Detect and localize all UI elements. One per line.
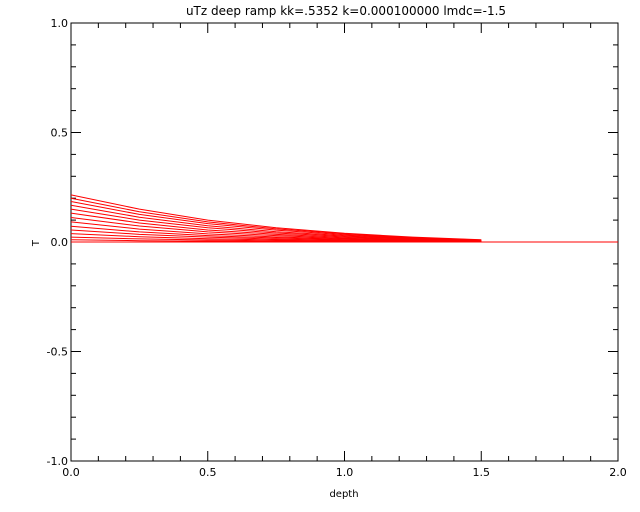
ticks-layer [70,22,619,462]
ticklabel-layer: 0.0 0.5 1.0 1.5 2.0 -1.0 -0.5 0.0 0.5 1.0 [47,17,627,479]
y-tick-label: -0.5 [47,346,68,359]
x-tick-label: 2.0 [609,466,627,479]
x-tick-label: 1.0 [336,466,354,479]
x-tick-label: 0.0 [62,466,80,479]
series-layer [70,194,618,243]
y-axis-label: T [31,239,42,247]
x-tick-label: 1.5 [473,466,491,479]
chart-title: uTz deep ramp kk=.5352 k=0.000100000 lmd… [186,4,506,18]
x-tick-label: 0.5 [199,466,217,479]
y-tick-label: 0.0 [51,236,69,249]
x-axis-label: depth [329,489,358,500]
y-tick-label: 0.5 [51,127,69,140]
y-tick-label: -1.0 [47,455,68,468]
y-tick-label: 1.0 [51,17,69,30]
